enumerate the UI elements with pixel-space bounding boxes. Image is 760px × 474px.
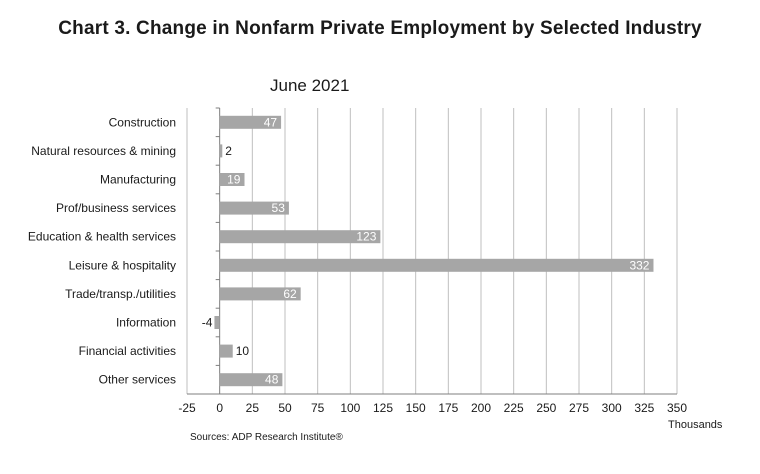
category-label: Prof/business services xyxy=(56,201,176,215)
bar xyxy=(219,230,381,244)
x-tick-label: 25 xyxy=(246,401,260,415)
bar xyxy=(219,344,233,358)
category-label: Education & health services xyxy=(28,230,176,244)
category-label: Manufacturing xyxy=(100,173,176,187)
bar xyxy=(219,115,282,129)
data-label: 47 xyxy=(264,115,278,129)
category-label: Construction xyxy=(109,115,176,129)
category-label: Trade/transp./utilities xyxy=(65,287,176,301)
category-label: Information xyxy=(116,316,176,330)
x-tick-label: 50 xyxy=(278,401,292,415)
data-label: 19 xyxy=(227,173,241,187)
x-tick-label: 100 xyxy=(340,401,360,415)
data-label: 123 xyxy=(356,230,376,244)
x-tick-label: 175 xyxy=(438,401,458,415)
x-tick-label: 275 xyxy=(569,401,589,415)
category-label: Financial activities xyxy=(79,344,176,358)
x-tick-label: 150 xyxy=(406,401,426,415)
chart-subtitle: June 2021 xyxy=(270,76,350,95)
x-tick-label: 225 xyxy=(504,401,524,415)
data-label: 10 xyxy=(236,344,250,358)
category-label: Other services xyxy=(99,373,176,387)
data-label: 48 xyxy=(265,373,279,387)
x-axis-unit: Thousands xyxy=(668,419,723,431)
x-tick-label: 325 xyxy=(634,401,654,415)
x-tick-label: -25 xyxy=(178,401,196,415)
category-label: Leisure & hospitality xyxy=(69,258,176,272)
bar xyxy=(219,173,245,186)
x-tick-label: 200 xyxy=(471,401,491,415)
x-tick-label: 0 xyxy=(216,401,223,415)
source-note: Sources: ADP Research Institute® xyxy=(190,432,343,443)
data-label: 53 xyxy=(272,201,286,215)
x-tick-label: 300 xyxy=(602,401,622,415)
bar xyxy=(219,373,283,387)
data-label: 2 xyxy=(225,144,232,158)
data-label: 62 xyxy=(283,287,297,301)
bar xyxy=(214,316,220,329)
x-tick-label: 75 xyxy=(311,401,325,415)
bar xyxy=(219,201,289,215)
x-tick-label: 250 xyxy=(536,401,556,415)
x-tick-label: 125 xyxy=(373,401,393,415)
category-label: Natural resources & mining xyxy=(31,144,176,158)
bar xyxy=(219,258,654,272)
x-tick-label: 350 xyxy=(667,401,687,415)
bar xyxy=(219,144,223,158)
bar xyxy=(219,287,301,301)
data-label: -4 xyxy=(202,316,213,330)
chart-title: Chart 3. Change in Nonfarm Private Emplo… xyxy=(58,18,702,39)
data-label: 332 xyxy=(629,258,649,272)
